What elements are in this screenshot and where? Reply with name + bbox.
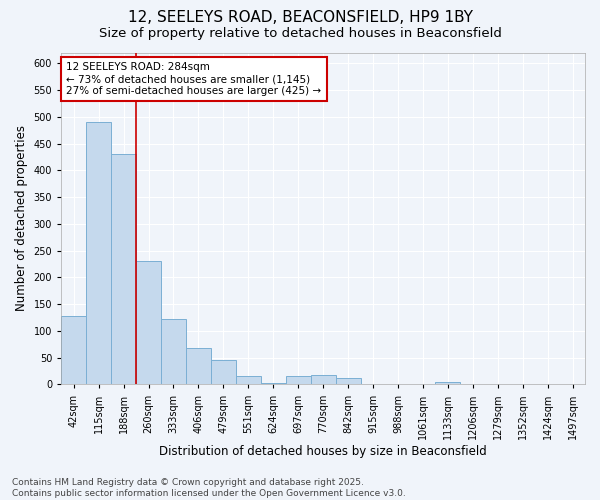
Bar: [311, 375, 335, 384]
Y-axis label: Number of detached properties: Number of detached properties: [15, 126, 28, 312]
Text: 12, SEELEYS ROAD, BEACONSFIELD, HP9 1BY: 12, SEELEYS ROAD, BEACONSFIELD, HP9 1BY: [128, 10, 473, 25]
Bar: [211, 360, 236, 384]
Bar: [335, 378, 361, 384]
Text: Contains HM Land Registry data © Crown copyright and database right 2025.
Contai: Contains HM Land Registry data © Crown c…: [12, 478, 406, 498]
Bar: [286, 376, 311, 384]
Bar: [161, 319, 186, 384]
Bar: [61, 316, 86, 384]
Text: 12 SEELEYS ROAD: 284sqm
← 73% of detached houses are smaller (1,145)
27% of semi: 12 SEELEYS ROAD: 284sqm ← 73% of detache…: [67, 62, 322, 96]
Bar: [136, 262, 161, 384]
Bar: [236, 376, 261, 384]
Bar: [111, 154, 136, 384]
Bar: [86, 122, 111, 384]
X-axis label: Distribution of detached houses by size in Beaconsfield: Distribution of detached houses by size …: [159, 444, 487, 458]
Bar: [186, 348, 211, 385]
Bar: [436, 382, 460, 384]
Text: Size of property relative to detached houses in Beaconsfield: Size of property relative to detached ho…: [98, 28, 502, 40]
